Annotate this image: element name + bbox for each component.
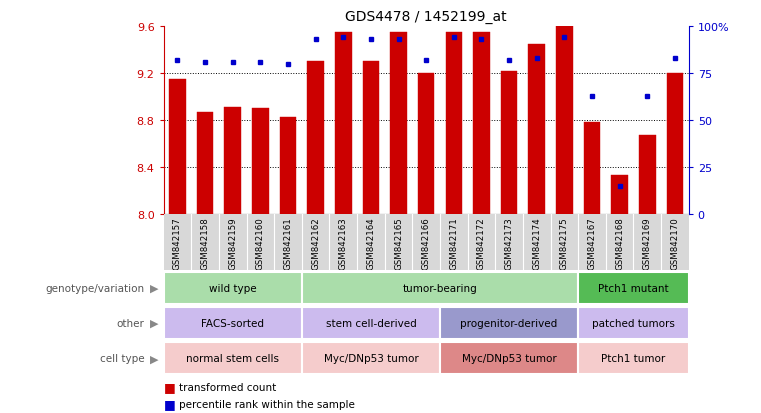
Bar [495,215,523,271]
Text: GSM842173: GSM842173 [505,216,514,269]
Bar [467,215,495,271]
Bar [578,307,689,339]
Text: ▶: ▶ [150,283,158,293]
Text: Myc/DNp53 tumor: Myc/DNp53 tumor [323,353,419,363]
Bar [440,215,467,271]
Text: ▶: ▶ [150,353,158,363]
Text: GSM842165: GSM842165 [394,216,403,269]
Bar [412,215,440,271]
Text: progenitor-derived: progenitor-derived [460,318,558,328]
Text: wild type: wild type [209,283,256,293]
Bar [169,80,186,215]
Bar [357,215,385,271]
Bar [219,215,247,271]
Text: GSM842164: GSM842164 [366,216,375,269]
Bar [307,62,324,215]
Text: GSM842175: GSM842175 [560,216,568,269]
Bar [639,136,655,215]
Bar [556,27,572,215]
Bar [385,215,412,271]
Bar [550,215,578,271]
Bar [164,272,302,304]
Text: GSM842157: GSM842157 [173,216,182,269]
Bar [247,215,274,271]
Text: GSM842169: GSM842169 [643,216,651,269]
Bar [445,33,462,215]
Bar [578,215,606,271]
Text: genotype/variation: genotype/variation [46,283,145,293]
Bar [523,215,550,271]
Text: transformed count: transformed count [179,382,276,392]
Bar [330,215,357,271]
Bar [661,215,689,271]
Bar [633,215,661,271]
Bar [164,215,191,271]
Text: GSM842161: GSM842161 [284,216,292,269]
Text: cell type: cell type [100,353,145,363]
Bar [252,109,269,215]
Bar [274,215,302,271]
Bar [578,342,689,375]
Text: ■: ■ [164,380,175,394]
Text: GSM842166: GSM842166 [422,216,431,269]
Bar [224,108,241,215]
Text: ▶: ▶ [150,318,158,328]
Bar [584,123,600,215]
Bar [578,272,689,304]
Bar [164,342,302,375]
Text: GSM842171: GSM842171 [449,216,458,269]
Bar [197,113,213,215]
Text: stem cell-derived: stem cell-derived [326,318,416,328]
Text: other: other [116,318,145,328]
Text: GSM842167: GSM842167 [587,216,597,269]
Text: Myc/DNp53 tumor: Myc/DNp53 tumor [462,353,556,363]
Text: tumor-bearing: tumor-bearing [403,283,477,293]
Bar [390,33,407,215]
Bar [302,272,578,304]
Bar [335,33,352,215]
Text: GSM842159: GSM842159 [228,216,237,269]
Text: normal stem cells: normal stem cells [186,353,279,363]
Text: GSM842168: GSM842168 [615,216,624,269]
Text: FACS-sorted: FACS-sorted [201,318,264,328]
Bar [501,71,517,215]
Bar [302,215,330,271]
Bar [440,307,578,339]
Text: GSM842158: GSM842158 [201,216,209,269]
Bar [528,45,545,215]
Text: GSM842160: GSM842160 [256,216,265,269]
Bar [473,33,490,215]
Text: GSM842162: GSM842162 [311,216,320,269]
Bar [440,342,578,375]
Bar [418,74,435,215]
Bar [362,62,379,215]
Title: GDS4478 / 1452199_at: GDS4478 / 1452199_at [345,10,507,24]
Text: Ptch1 tumor: Ptch1 tumor [601,353,666,363]
Text: GSM842172: GSM842172 [477,216,486,269]
Text: ■: ■ [164,397,175,410]
Bar [606,215,633,271]
Bar [164,307,302,339]
Bar [302,342,440,375]
Bar [611,176,628,215]
Bar [191,215,219,271]
Text: GSM842170: GSM842170 [670,216,680,269]
Bar [280,117,296,215]
Text: Ptch1 mutant: Ptch1 mutant [598,283,669,293]
Text: GSM842163: GSM842163 [339,216,348,269]
Text: percentile rank within the sample: percentile rank within the sample [179,399,355,409]
Bar [667,74,683,215]
Text: patched tumors: patched tumors [592,318,675,328]
Text: GSM842174: GSM842174 [532,216,541,269]
Bar [302,307,440,339]
